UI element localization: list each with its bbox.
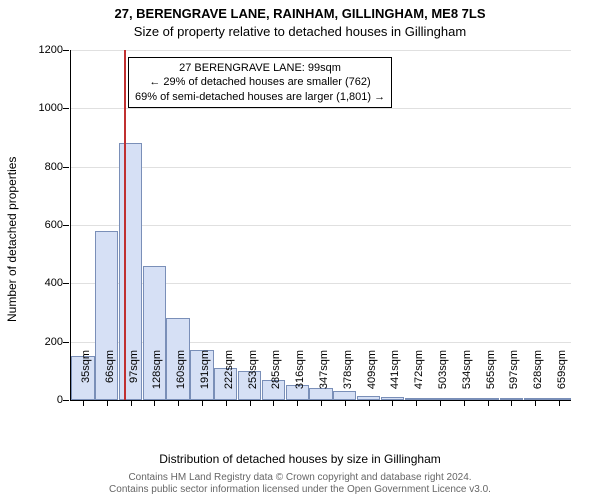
y-axis-title: Number of detached properties	[5, 67, 19, 232]
gridline	[71, 167, 571, 168]
chart-container: 27, BERENGRAVE LANE, RAINHAM, GILLINGHAM…	[0, 0, 600, 500]
gridline	[71, 225, 571, 226]
marker-line	[124, 50, 126, 400]
y-tick	[63, 400, 69, 401]
x-tick-label: 347sqm	[318, 350, 330, 410]
x-tick-label: 285sqm	[270, 350, 282, 410]
annotation-line-2: ← 29% of detached houses are smaller (76…	[135, 75, 385, 89]
x-tick-label: 472sqm	[413, 350, 425, 410]
y-tick	[63, 342, 69, 343]
x-tick-label: 597sqm	[508, 350, 520, 410]
y-tick	[63, 225, 69, 226]
y-tick	[63, 50, 69, 51]
x-tick-label: 503sqm	[437, 350, 449, 410]
x-tick-label: 409sqm	[366, 350, 378, 410]
footer-line-2: Contains public sector information licen…	[0, 484, 600, 496]
annotation-box: 27 BERENGRAVE LANE: 99sqm ← 29% of detac…	[128, 57, 392, 108]
x-tick-label: 534sqm	[461, 350, 473, 410]
x-tick-label: 222sqm	[223, 350, 235, 410]
x-tick-label: 66sqm	[104, 350, 116, 410]
y-tick-label: 1000	[23, 102, 63, 114]
y-tick-label: 1200	[23, 44, 63, 56]
x-tick-label: 128sqm	[151, 350, 163, 410]
y-tick-label: 0	[23, 394, 63, 406]
y-tick	[63, 283, 69, 284]
gridline	[71, 108, 571, 109]
y-tick-label: 600	[23, 219, 63, 231]
annotation-line-1: 27 BERENGRAVE LANE: 99sqm	[135, 61, 385, 75]
footer-line-1: Contains HM Land Registry data © Crown c…	[0, 472, 600, 484]
x-axis-title: Distribution of detached houses by size …	[0, 452, 600, 466]
annotation-line-3: 69% of semi-detached houses are larger (…	[135, 90, 385, 104]
x-tick-label: 378sqm	[342, 350, 354, 410]
x-tick-label: 659sqm	[556, 350, 568, 410]
title-line-2: Size of property relative to detached ho…	[0, 24, 600, 39]
x-tick-label: 191sqm	[199, 350, 211, 410]
y-tick	[63, 108, 69, 109]
y-tick-label: 800	[23, 161, 63, 173]
footer: Contains HM Land Registry data © Crown c…	[0, 472, 600, 496]
x-tick-label: 628sqm	[532, 350, 544, 410]
y-tick-label: 200	[23, 336, 63, 348]
x-tick-label: 441sqm	[389, 350, 401, 410]
x-tick-label: 160sqm	[175, 350, 187, 410]
x-tick-label: 316sqm	[294, 350, 306, 410]
x-tick-label: 35sqm	[80, 350, 92, 410]
x-tick-label: 565sqm	[485, 350, 497, 410]
x-tick-label: 97sqm	[128, 350, 140, 410]
x-tick-label: 253sqm	[247, 350, 259, 410]
gridline	[71, 50, 571, 51]
y-tick-label: 400	[23, 277, 63, 289]
title-line-1: 27, BERENGRAVE LANE, RAINHAM, GILLINGHAM…	[0, 6, 600, 21]
y-tick	[63, 167, 69, 168]
